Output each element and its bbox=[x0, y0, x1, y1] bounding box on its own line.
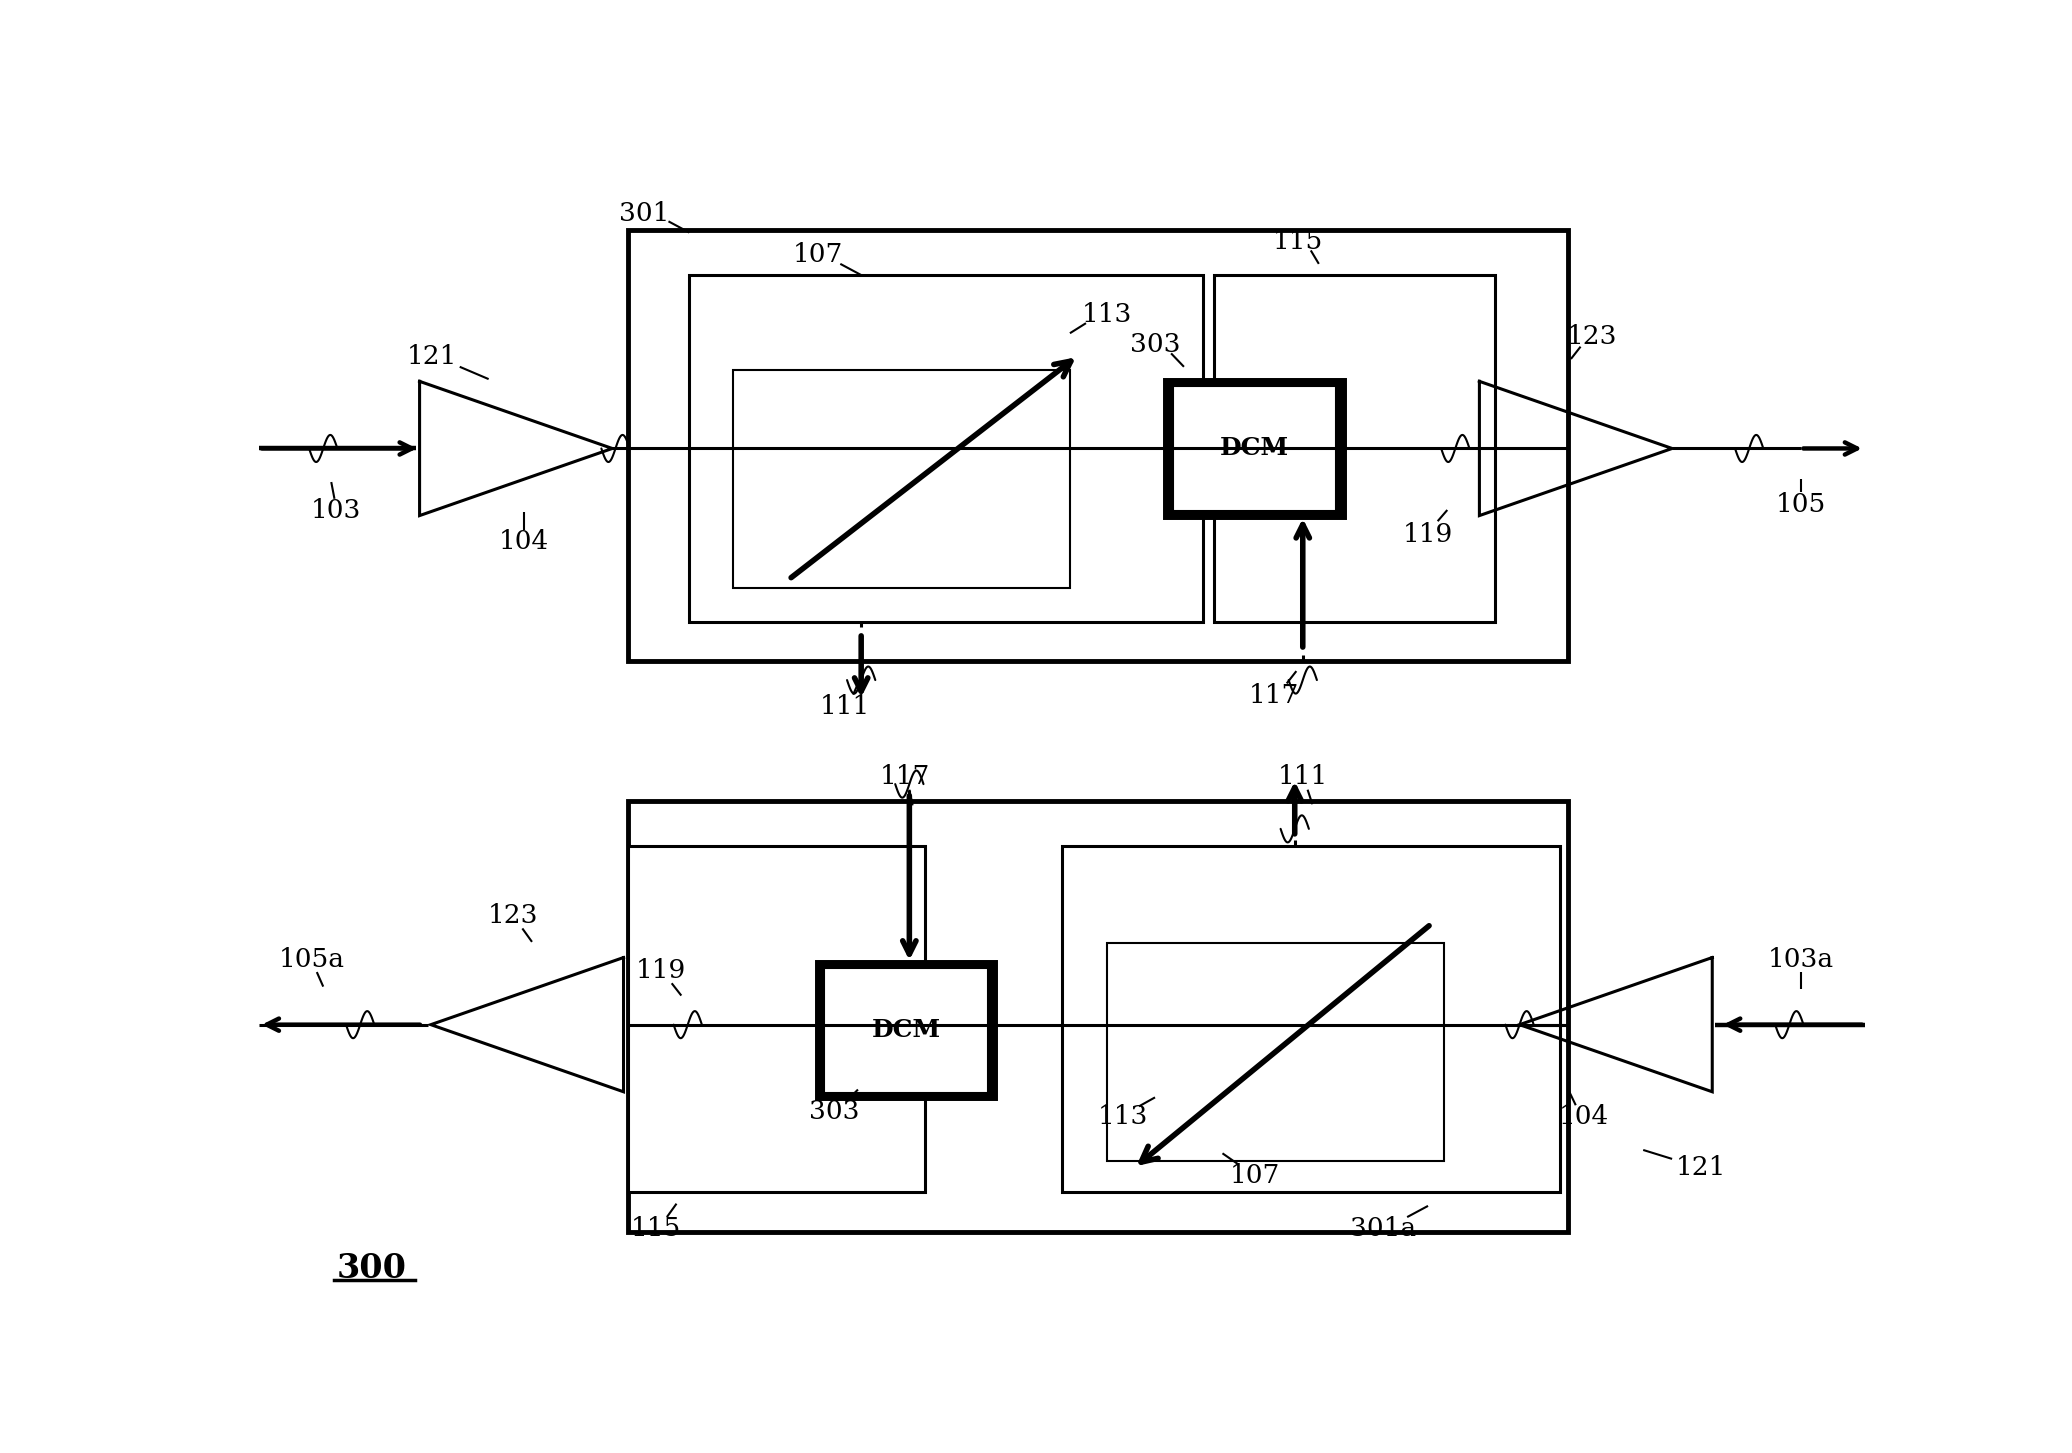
Text: 115: 115 bbox=[1272, 230, 1324, 254]
Text: 111: 111 bbox=[1278, 764, 1328, 789]
Text: 301a: 301a bbox=[1351, 1216, 1415, 1241]
Bar bbox=[1167, 381, 1343, 516]
Text: 121: 121 bbox=[1676, 1155, 1726, 1180]
Text: 113: 113 bbox=[1082, 302, 1131, 327]
Text: 123: 123 bbox=[487, 902, 539, 927]
Text: 303: 303 bbox=[1129, 331, 1181, 357]
Bar bbox=[690, 275, 1204, 622]
Text: 300: 300 bbox=[336, 1252, 406, 1284]
Text: 117: 117 bbox=[879, 764, 930, 789]
Bar bbox=[1173, 386, 1336, 511]
Text: 104: 104 bbox=[1558, 1104, 1610, 1129]
Text: 103: 103 bbox=[311, 497, 361, 523]
Text: DCM: DCM bbox=[1220, 436, 1289, 461]
Text: 107: 107 bbox=[794, 243, 843, 267]
Text: 103a: 103a bbox=[1767, 947, 1834, 972]
Text: 123: 123 bbox=[1566, 324, 1616, 349]
Text: 303: 303 bbox=[808, 1100, 860, 1125]
Bar bbox=[733, 371, 1069, 588]
Bar bbox=[628, 846, 926, 1193]
Text: 104: 104 bbox=[499, 529, 549, 554]
Text: 117: 117 bbox=[1249, 683, 1299, 708]
Bar bbox=[1063, 846, 1560, 1193]
Text: 105: 105 bbox=[1776, 493, 1825, 517]
Text: 121: 121 bbox=[408, 344, 458, 369]
Text: DCM: DCM bbox=[872, 1019, 941, 1042]
Text: 115: 115 bbox=[630, 1216, 682, 1241]
Text: 119: 119 bbox=[636, 959, 686, 984]
Bar bbox=[628, 801, 1569, 1232]
Text: 119: 119 bbox=[1403, 522, 1452, 548]
Text: 105a: 105a bbox=[280, 947, 346, 972]
Bar bbox=[825, 968, 988, 1093]
Text: 113: 113 bbox=[1098, 1104, 1148, 1129]
Text: 301: 301 bbox=[620, 201, 669, 227]
Text: 111: 111 bbox=[821, 695, 870, 719]
Bar bbox=[1106, 943, 1444, 1161]
Text: 107: 107 bbox=[1229, 1164, 1280, 1189]
Bar bbox=[1214, 275, 1496, 622]
Bar bbox=[818, 963, 995, 1097]
Bar bbox=[628, 230, 1569, 661]
